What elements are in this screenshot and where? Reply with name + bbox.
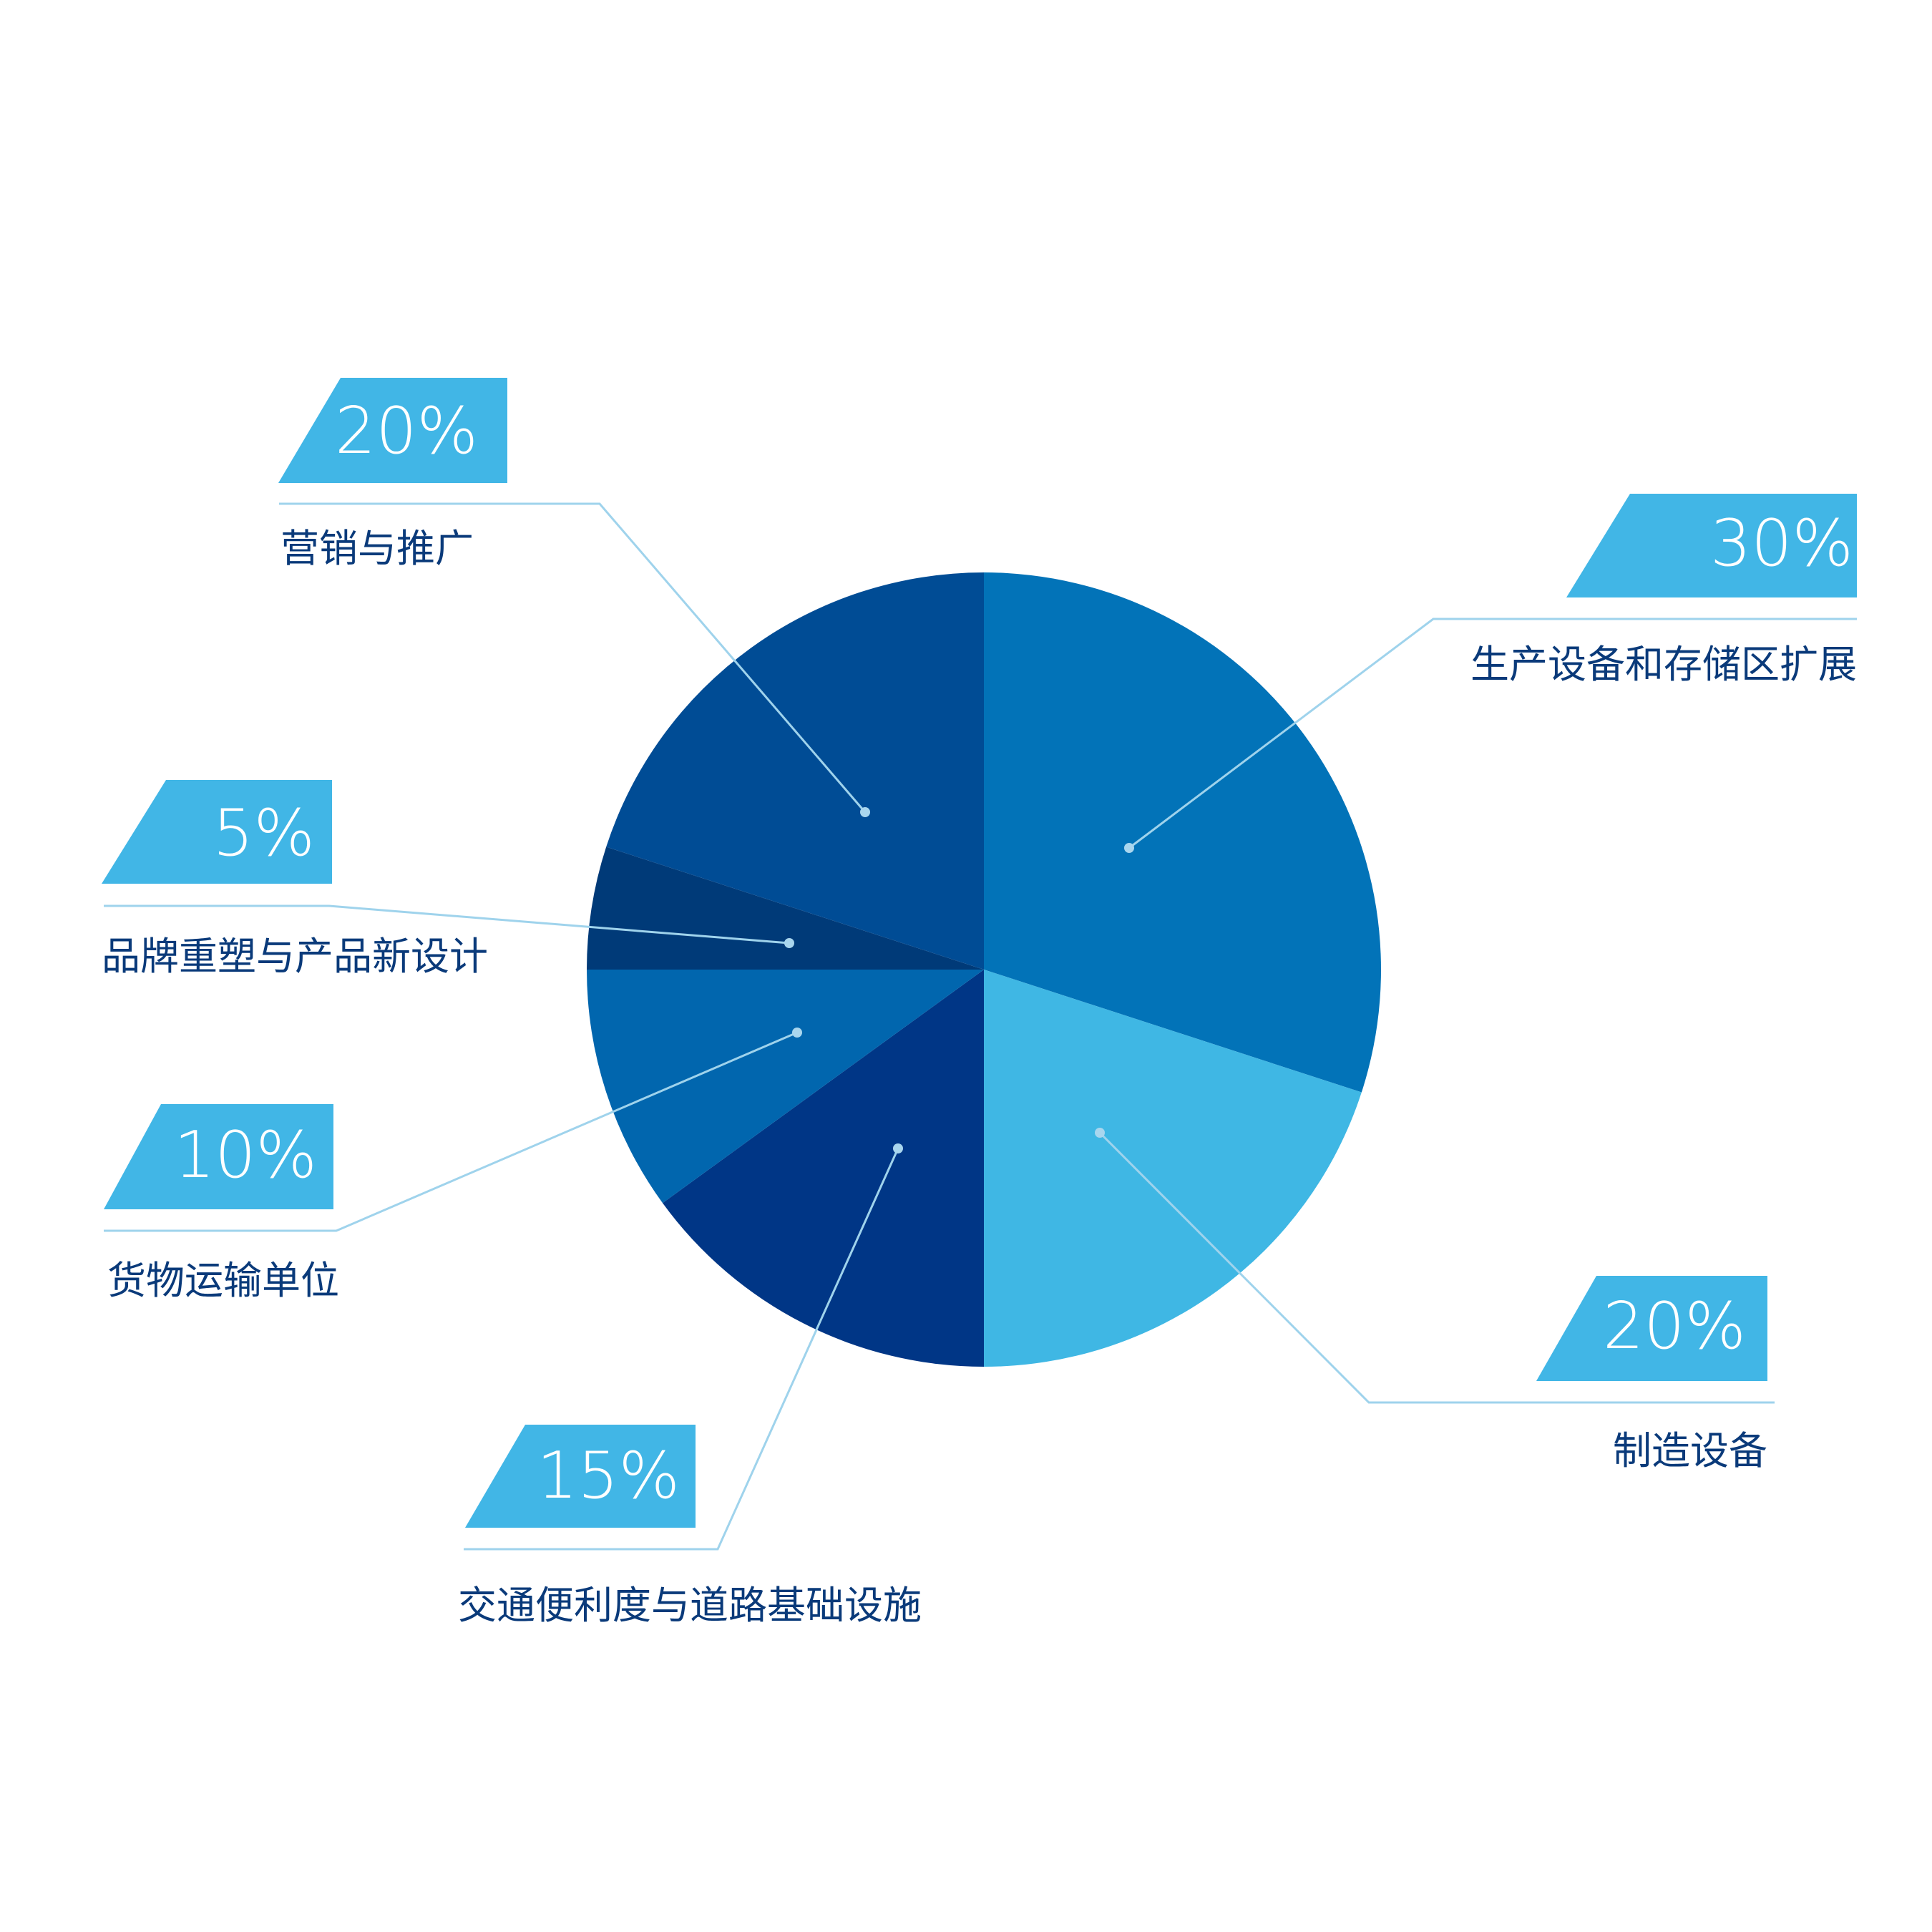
category-label-4: 品牌重塑与产品新设计 bbox=[102, 934, 488, 979]
percent-badge-2 bbox=[465, 1425, 696, 1528]
percent-badge-5 bbox=[278, 378, 507, 483]
percent-badge-4 bbox=[102, 780, 332, 884]
leader-line-5 bbox=[279, 502, 867, 813]
leader-dot-4 bbox=[784, 938, 794, 948]
pie-slice-4 bbox=[587, 847, 984, 970]
leader-dot-5 bbox=[860, 807, 870, 817]
percent-label-0: 30% bbox=[1710, 506, 1853, 581]
percent-badge-1 bbox=[1536, 1276, 1767, 1381]
category-label-2: 交通便利度与道路基础设施 bbox=[458, 1583, 922, 1628]
leader-line-1 bbox=[1098, 1131, 1775, 1404]
percent-label-1: 20% bbox=[1603, 1289, 1746, 1364]
leader-line-0 bbox=[1128, 618, 1857, 849]
pie-slice-2 bbox=[662, 970, 984, 1367]
pie-slice-0 bbox=[984, 572, 1382, 1093]
pie-annotations: 30% 生产设备和存储区扩展 20% 制造设备 15% 交通便利度与道路基础设施 10% 货物… bbox=[102, 378, 1857, 1628]
category-label-0: 生产设备和存储区扩展 bbox=[1470, 642, 1857, 687]
pie-slice-5 bbox=[606, 572, 984, 970]
leader-line-3 bbox=[104, 1031, 798, 1232]
pie-slice-1 bbox=[984, 970, 1362, 1367]
percent-badge-3 bbox=[104, 1104, 333, 1209]
percent-label-5: 20% bbox=[335, 394, 478, 469]
leader-line-4 bbox=[104, 904, 790, 945]
percent-badge-0 bbox=[1566, 494, 1857, 597]
category-label-1: 制造设备 bbox=[1613, 1428, 1767, 1473]
pie-slice-3 bbox=[587, 970, 984, 1204]
leader-dot-1 bbox=[1095, 1128, 1105, 1138]
category-label-5: 营销与推广 bbox=[280, 526, 474, 571]
leader-line-2 bbox=[464, 1148, 899, 1551]
leader-dot-2 bbox=[893, 1143, 903, 1153]
percent-label-3: 10% bbox=[174, 1118, 317, 1193]
percent-label-2: 15% bbox=[537, 1438, 680, 1513]
category-label-3: 货物运输单位 bbox=[107, 1258, 339, 1303]
percent-label-4: 5% bbox=[213, 796, 315, 871]
leader-dot-3 bbox=[792, 1028, 802, 1038]
leader-dot-0 bbox=[1124, 843, 1134, 853]
pie-slices bbox=[587, 572, 1382, 1367]
